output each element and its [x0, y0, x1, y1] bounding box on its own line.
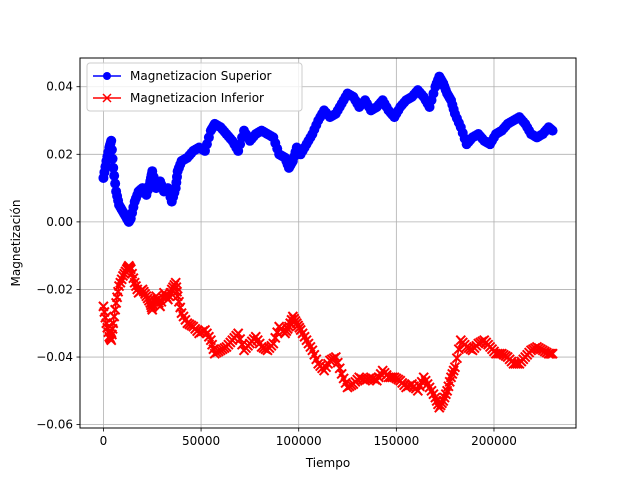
data-point — [106, 144, 117, 155]
x-tick-label: 150000 — [373, 434, 419, 448]
data-point — [109, 170, 120, 181]
legend-label-superior: Magnetizacion Superior — [130, 69, 272, 83]
grid-lines — [80, 58, 576, 428]
data-point — [449, 361, 461, 373]
x-axis-ticks: 0 50000 100000 150000 200000 — [100, 428, 517, 448]
legend-marker-superior — [103, 72, 111, 80]
data-point — [106, 135, 117, 146]
series-inferior — [98, 260, 558, 413]
data-point — [510, 358, 521, 370]
axes-frame — [79, 57, 577, 429]
y-tick-label: 0.00 — [46, 215, 73, 229]
y-tick-label: −0.02 — [36, 282, 73, 296]
y-axis-ticks: −0.06 −0.04 −0.02 0.00 0.02 0.04 — [36, 80, 80, 432]
legend-marker-inferior — [102, 93, 112, 103]
data-point — [451, 352, 463, 364]
legend-box — [86, 62, 303, 112]
data-point — [334, 363, 345, 374]
data-point — [268, 338, 279, 349]
x-axis-label: Tiempo — [305, 456, 350, 470]
series-layer — [98, 71, 558, 413]
series-superior — [98, 71, 558, 227]
y-tick-label: 0.02 — [46, 147, 73, 161]
y-tick-label: 0.04 — [46, 80, 73, 94]
legend-label-inferior: Magnetizacion Inferior — [130, 91, 264, 105]
y-tick-label: −0.04 — [36, 350, 73, 364]
data-point — [110, 178, 121, 189]
data-point — [330, 351, 342, 363]
data-point — [107, 153, 118, 164]
x-tick-label: 0 — [100, 434, 108, 448]
data-point — [547, 125, 558, 136]
data-point — [108, 162, 119, 173]
legend: Magnetizacion Superior Magnetizacion Inf… — [86, 62, 303, 112]
data-point — [547, 348, 558, 359]
x-tick-label: 100000 — [276, 434, 322, 448]
data-point — [332, 357, 343, 368]
y-axis-label: Magnetización — [9, 200, 23, 287]
plot-area — [98, 71, 558, 413]
x-tick-label: 200000 — [471, 434, 517, 448]
y-tick-label: −0.06 — [36, 418, 73, 432]
data-point — [232, 328, 244, 339]
x-tick-label: 50000 — [182, 434, 220, 448]
